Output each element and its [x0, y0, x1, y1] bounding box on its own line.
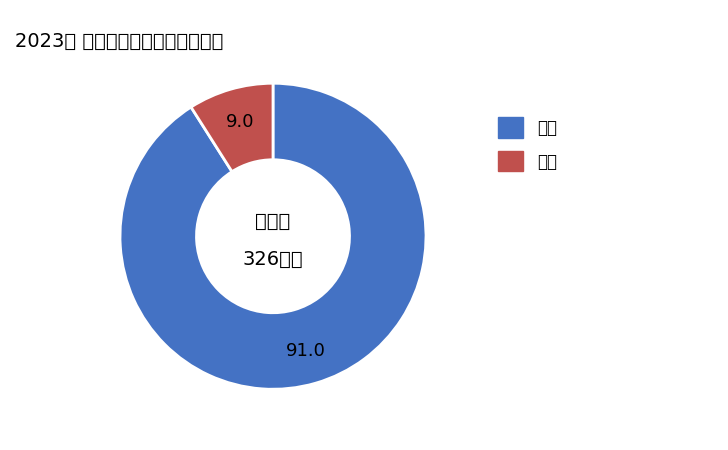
- Wedge shape: [120, 83, 426, 389]
- Text: 9.0: 9.0: [226, 112, 254, 130]
- Text: 91.0: 91.0: [286, 342, 326, 360]
- Text: 総　額: 総 額: [256, 212, 290, 230]
- Legend: 中国, 台湾: 中国, 台湾: [491, 111, 563, 178]
- Text: 2023年 輸出相手国のシェア（％）: 2023年 輸出相手国のシェア（％）: [15, 32, 223, 50]
- Text: 326万円: 326万円: [242, 250, 304, 269]
- Wedge shape: [191, 83, 273, 171]
